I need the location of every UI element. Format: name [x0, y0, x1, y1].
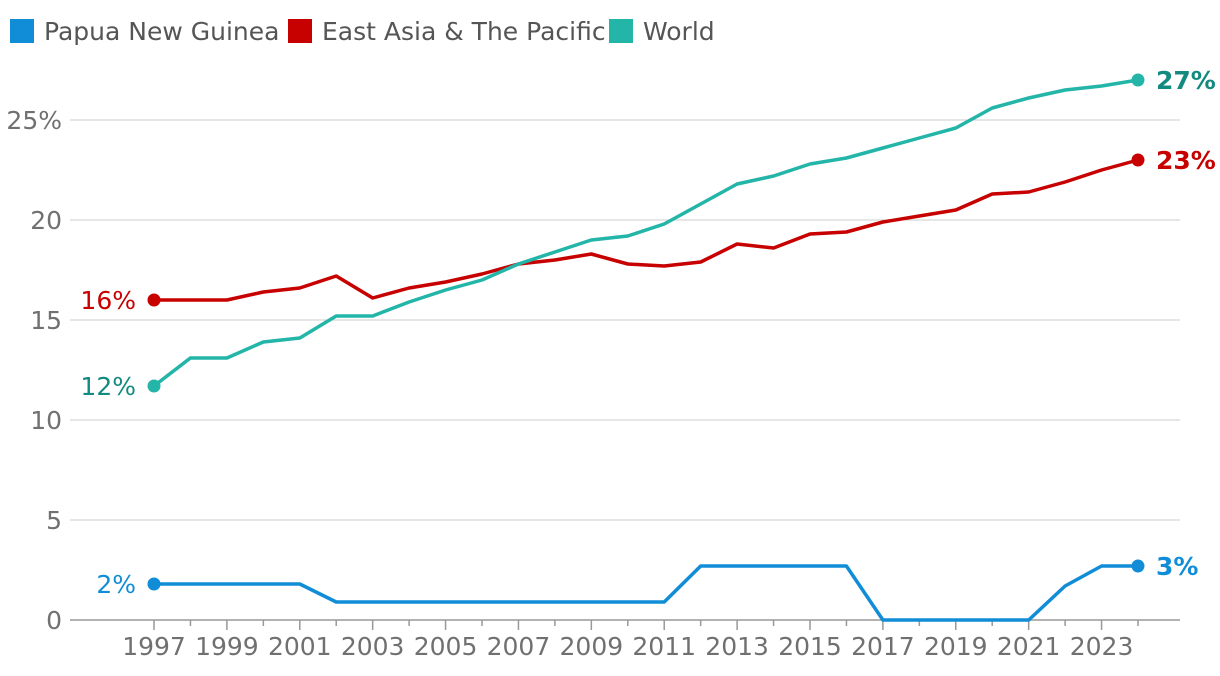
end-point: [1131, 73, 1145, 87]
legend-swatch: [288, 19, 312, 43]
x-tick-label: 2009: [560, 632, 624, 661]
legend-swatch: [10, 19, 34, 43]
x-tick-label: 2013: [705, 632, 769, 661]
start-value-label: 12%: [80, 372, 136, 401]
series-papua-new-guinea: [147, 559, 1145, 622]
legend-label: Papua New Guinea: [44, 17, 279, 46]
x-tick-label: 2005: [414, 632, 478, 661]
y-tick-label: 15: [30, 306, 62, 335]
end-value-label: 23%: [1156, 146, 1216, 175]
start-value-label: 2%: [96, 570, 136, 599]
series-labels: 2% 3% 16% 23% 12% 27%: [80, 66, 1215, 599]
x-tick-label: 2011: [632, 632, 696, 661]
y-tick-label: 0: [46, 606, 62, 635]
legend-label: East Asia & The Pacific: [322, 17, 606, 46]
series-world: [147, 73, 1145, 393]
y-tick-label: 25%: [6, 106, 62, 135]
end-point: [1131, 559, 1145, 573]
series-layer: [147, 73, 1145, 622]
x-tick-label: 1999: [195, 632, 259, 661]
x-tick-label: 2003: [341, 632, 405, 661]
legend: Papua New Guinea East Asia & The Pacific W…: [10, 17, 715, 46]
start-point: [147, 379, 161, 393]
x-tick-label: 2021: [997, 632, 1061, 661]
legend-item-world: World: [609, 17, 715, 46]
end-value-label: 3%: [1156, 552, 1198, 581]
y-tick-label: 20: [30, 206, 62, 235]
legend-label: World: [643, 17, 715, 46]
start-value-label: 16%: [80, 286, 136, 315]
y-tick-label: 10: [30, 406, 62, 435]
series-line: [152, 564, 1140, 622]
series-line: [152, 158, 1140, 302]
y-axis-ticks: 0 5 10 15 20 25%: [6, 106, 62, 635]
y-tick-label: 5: [46, 506, 62, 535]
start-point: [147, 293, 161, 307]
legend-swatch: [609, 19, 633, 43]
end-point: [1131, 153, 1145, 167]
x-tick-label: 2023: [1070, 632, 1134, 661]
x-tick-label: 2001: [268, 632, 332, 661]
x-axis-ticks: 1997 1999 2001 2003 2005 2007 2009 2011 2013 2015…: [122, 620, 1139, 661]
x-tick-label: 2019: [924, 632, 988, 661]
gridlines: [70, 119, 1180, 621]
end-value-label: 27%: [1156, 66, 1216, 95]
x-tick-label: 1997: [122, 632, 186, 661]
x-tick-label: 2007: [487, 632, 551, 661]
legend-item-papua-new-guinea: Papua New Guinea: [10, 17, 279, 46]
series-east-asia-and-the-pacific: [147, 153, 1145, 307]
series-line: [152, 78, 1140, 388]
x-tick-label: 2017: [851, 632, 915, 661]
start-point: [147, 577, 161, 591]
x-tick-label: 2015: [778, 632, 842, 661]
legend-item-east-asia-and-the-pacific: East Asia & The Pacific: [288, 17, 606, 46]
